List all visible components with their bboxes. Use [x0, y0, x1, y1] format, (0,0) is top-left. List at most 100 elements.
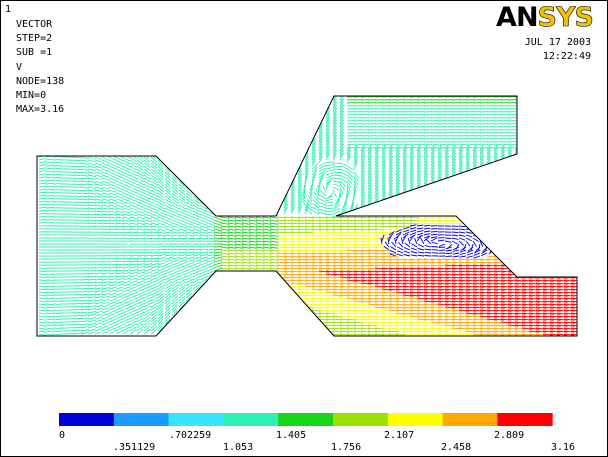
velocity-arrow: [360, 161, 365, 170]
velocity-arrow: [367, 237, 378, 240]
velocity-arrow: [318, 181, 321, 191]
velocity-arrow: [150, 171, 158, 178]
velocity-arrow: [367, 240, 378, 243]
velocity-arrow: [346, 243, 357, 246]
velocity-arrow: [213, 228, 222, 232]
velocity-arrow: [206, 248, 216, 251]
velocity-arrow: [374, 219, 384, 222]
velocity-arrow: [339, 228, 350, 231]
velocity-arrow: [430, 219, 441, 222]
window-number: 1: [5, 4, 12, 15]
velocity-arrow: [367, 222, 377, 225]
velocity-arrow: [409, 235, 414, 242]
velocity-arrow: [458, 228, 466, 231]
velocity-arrow: [339, 96, 344, 104]
velocity-arrow: [171, 248, 180, 251]
velocity-arrow: [325, 116, 330, 125]
velocity-arrow: [353, 149, 358, 158]
velocity-arrow: [269, 261, 279, 264]
velocity-arrow: [339, 252, 350, 255]
velocity-arrow: [101, 183, 110, 187]
velocity-arrow: [325, 249, 336, 252]
velocity-arrow: [381, 228, 392, 231]
velocity-arrow: [171, 174, 178, 182]
velocity-arrow: [311, 149, 316, 158]
velocity-arrow: [108, 183, 117, 187]
velocity-arrow: [395, 182, 400, 191]
velocity-arrow: [136, 159, 144, 166]
velocity-arrow: [437, 216, 448, 219]
velocity-arrow: [199, 237, 209, 240]
velocity-arrow: [332, 249, 343, 252]
velocity-arrow: [374, 234, 385, 237]
velocity-arrow: [164, 219, 173, 224]
velocity-arrow: [360, 222, 370, 225]
velocity-arrow: [318, 216, 328, 219]
velocity-arrow: [303, 184, 306, 194]
velocity-arrow: [150, 159, 158, 166]
velocity-arrow: [283, 231, 294, 234]
velocity-arrow: [374, 191, 379, 200]
info-line-sub: SUB =1: [16, 47, 53, 59]
velocity-arrow: [332, 243, 343, 246]
velocity-arrow: [220, 240, 230, 243]
velocity-arrow: [178, 248, 187, 251]
velocity-arrow: [38, 197, 47, 200]
velocity-arrow: [404, 242, 411, 248]
velocity-arrow: [150, 168, 158, 175]
velocity-arrow: [402, 234, 407, 242]
velocity-arrow: [409, 261, 421, 264]
velocity-arrow: [80, 168, 89, 171]
velocity-arrow: [171, 216, 180, 221]
velocity-arrow: [318, 164, 327, 170]
velocity-arrow: [374, 152, 379, 161]
velocity-arrow: [94, 213, 103, 216]
velocity-arrow: [171, 198, 179, 204]
velocity-arrow: [213, 216, 222, 221]
velocity-arrow: [52, 158, 61, 161]
velocity-arrow: [318, 152, 323, 161]
velocity-arrow: [150, 177, 158, 183]
velocity-arrow: [150, 216, 159, 220]
velocity-arrow: [304, 243, 315, 246]
velocity-arrow: [269, 255, 279, 258]
velocity-arrow: [94, 204, 103, 207]
velocity-arrow: [101, 258, 110, 260]
velocity-arrow: [444, 261, 456, 264]
velocity-arrow: [38, 157, 47, 161]
velocity-arrow: [332, 183, 341, 187]
velocity-arrow: [409, 146, 414, 155]
velocity-arrow: [129, 219, 138, 222]
velocity-arrow: [87, 219, 96, 222]
velocity-arrow: [297, 222, 307, 225]
velocity-arrow: [353, 180, 358, 189]
velocity-arrow: [115, 171, 124, 176]
velocity-arrow: [94, 159, 103, 163]
velocity-arrow: [297, 216, 307, 219]
velocity-arrow: [199, 231, 208, 234]
velocity-arrow: [437, 164, 442, 173]
velocity-arrow: [38, 191, 47, 194]
velocity-arrow: [143, 162, 151, 169]
velocity-arrow: [318, 228, 329, 231]
velocity-arrow: [108, 219, 117, 222]
velocity-arrow: [94, 180, 103, 184]
velocity-arrow: [360, 173, 365, 182]
velocity-arrow: [45, 188, 54, 191]
velocity-arrow: [38, 182, 47, 185]
velocity-arrow: [80, 162, 89, 165]
velocity-arrow: [94, 222, 103, 225]
velocity-arrow: [150, 254, 160, 257]
velocity-arrow: [290, 237, 301, 240]
velocity-arrow: [311, 240, 322, 243]
velocity-arrow: [346, 155, 351, 164]
velocity-arrow: [325, 234, 336, 237]
velocity-arrow: [115, 189, 124, 193]
velocity-arrow: [115, 257, 124, 260]
velocity-arrow: [185, 237, 194, 240]
velocity-arrow: [129, 204, 138, 208]
velocity-arrow: [73, 168, 82, 171]
velocity-arrow: [206, 225, 215, 229]
velocity-arrow: [150, 228, 159, 231]
